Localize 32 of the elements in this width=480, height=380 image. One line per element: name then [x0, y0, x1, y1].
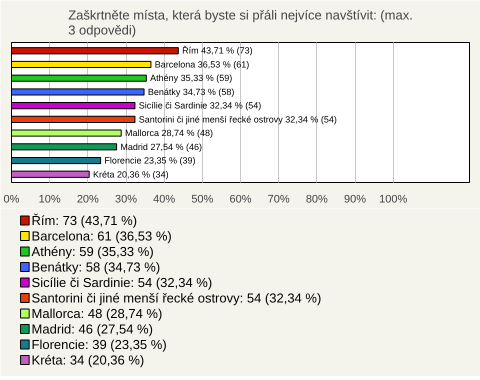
legend-label: Benátky: 58 (34,73 %) [32, 260, 160, 274]
category-label: Mallorca 28,74 % (48) [125, 128, 214, 138]
legend-label: Florencie: 39 (23,35 %) [32, 337, 167, 352]
legend-label: Barcelona: 61 (36,53 %) [32, 228, 172, 244]
legend-label: Mallorca: 48 (28,74 %) [32, 306, 162, 321]
legend-label: Athény: 59 (35,33 %) [32, 244, 154, 259]
legend-label: Řím: 73 (43,71 %) [32, 213, 138, 228]
category-label: Madrid 27,54 % (46) [120, 142, 202, 152]
category-label: Florencie 23,35 % (39) [104, 156, 196, 166]
x-tick-label: 10% [38, 194, 61, 206]
x-tick-label: 80% [306, 194, 328, 206]
x-tick-label: 40% [153, 194, 176, 206]
category-label: Kréta 20,36 % (34) [93, 169, 169, 180]
x-tick-label: 50% [191, 194, 214, 206]
category-label: Benátky 34,73 % (58) [148, 86, 234, 97]
legend-label: Santorini či jiné menší řecké ostrovy: 54 (32,34 %) [32, 290, 322, 306]
x-tick-label: 0% [4, 194, 20, 206]
category-label: Řím 43,71 % (73) [182, 46, 253, 56]
category-label: Santorini či jiné menší řecké ostrovy 32,34 % (54) [138, 114, 337, 124]
x-tick-label: 100% [379, 194, 408, 206]
category-label: Sicílie či Sardinie 32,34 % (54) [138, 100, 262, 111]
legend-label: Sicílie či Sardinie: 54 (32,34 %) [32, 275, 212, 290]
x-tick-label: 60% [229, 194, 252, 206]
x-tick-label: 30% [114, 194, 138, 206]
chart-title: Zaškrtněte místa, která byste si přáli nejvíce navštívit: (max. 3 odpovědi) [68, 8, 413, 38]
category-label: Barcelona 36,53 % (61) [154, 59, 250, 70]
x-tick-label: 70% [268, 194, 290, 206]
legend-label: Kréta: 34 (20,36 %) [32, 352, 144, 368]
x-tick-label: 90% [344, 194, 366, 206]
x-tick-label: 20% [76, 194, 100, 206]
legend-label: Madrid: 46 (27,54 %) [32, 322, 153, 336]
category-label: Athény 35,33 % (59) [150, 73, 232, 84]
